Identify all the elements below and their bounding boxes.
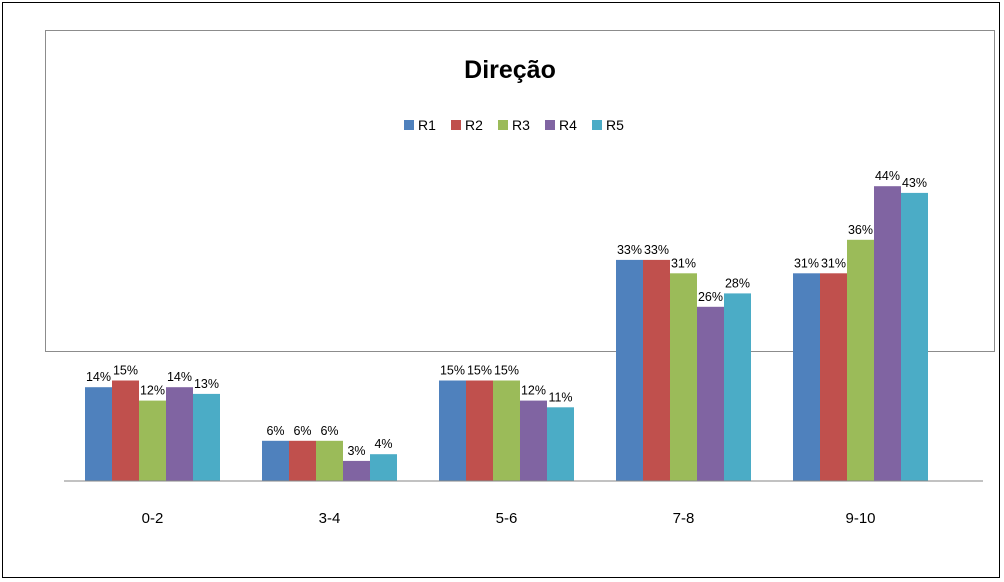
data-label-r4-5-6: 12% [521,384,546,398]
data-label-r4-0-2: 14% [167,370,192,384]
data-label-r1-0-2: 14% [86,370,111,384]
bar-r1-3-4 [262,440,289,481]
bar-r4-7-8 [697,306,724,481]
data-label-r3-3-4: 6% [320,424,338,438]
x-tick-label-9-10: 9-10 [845,510,875,527]
data-label-r3-5-6: 15% [494,364,519,378]
data-label-r3-9-10: 36% [848,223,873,237]
legend-swatch-r5 [592,120,602,130]
data-labels-group: 14% 15%12%14% 13%6% 6% 6%3% 4%15% 15% 15%12% 11%… [86,169,927,458]
bar-r1-0-2 [85,387,112,481]
data-label-r1-9-10: 31% [794,256,819,270]
bar-r3-7-8 [670,273,697,481]
data-label-r4-7-8: 26% [698,290,723,304]
data-label-r3-7-8: 31% [671,256,696,270]
bar-r3-9-10 [847,239,874,481]
x-tick-label-7-8: 7-8 [673,510,695,527]
data-label-r2-5-6: 15% [467,364,492,378]
data-label-r4-9-10: 44% [875,169,900,183]
x-tick-label-0-2: 0-2 [142,510,164,527]
data-label-r5-9-10: 43% [902,176,927,190]
legend-label-r4: R4 [559,117,577,133]
legend-swatch-r1 [404,120,414,130]
data-label-r2-7-8: 33% [644,243,669,257]
bars-group [85,186,928,481]
data-label-r1-5-6: 15% [440,364,465,378]
data-label-r1-3-4: 6% [266,424,284,438]
bar-r1-5-6 [439,380,466,481]
legend-label-r3: R3 [512,117,530,133]
legend-swatch-r4 [545,120,555,130]
data-label-r2-0-2: 15% [113,364,138,378]
data-label-r2-3-4: 6% [293,424,311,438]
data-label-r5-5-6: 11% [548,390,572,404]
legend-swatch-r3 [498,120,508,130]
bar-r5-9-10 [901,192,928,481]
bar-r4-3-4 [343,460,370,481]
bar-r2-3-4 [289,440,316,481]
bar-r3-5-6 [493,380,520,481]
bar-r2-7-8 [643,259,670,481]
data-label-r4-3-4: 3% [347,444,365,458]
bar-r4-9-10 [874,186,901,481]
data-label-r3-0-2: 12% [140,384,165,398]
legend-label-r5: R5 [606,117,624,133]
bar-r5-3-4 [370,454,397,481]
bar-r2-9-10 [820,273,847,481]
bar-r3-3-4 [316,440,343,481]
bar-r1-7-8 [616,259,643,481]
data-label-r5-3-4: 4% [374,437,392,451]
bar-r2-5-6 [466,380,493,481]
data-label-r1-7-8: 33% [617,243,642,257]
data-label-r2-9-10: 31% [821,256,846,270]
bar-r5-5-6 [547,407,574,481]
x-tick-label-3-4: 3-4 [319,510,341,527]
bar-r5-0-2 [193,393,220,481]
bar-r3-0-2 [139,400,166,481]
bar-r4-5-6 [520,400,547,481]
chart-legend: R1 R2 R3 R4 R5 [404,117,624,133]
bar-r5-7-8 [724,293,751,481]
bar-r2-0-2 [112,380,139,481]
bar-r1-9-10 [793,273,820,481]
legend-swatch-r2 [451,120,461,130]
data-label-r5-7-8: 28% [725,276,750,290]
x-tick-labels-group: 0-2 3-4 5-6 7-8 9-10 [142,510,876,527]
x-tick-label-5-6: 5-6 [496,510,518,527]
data-label-r5-0-2: 13% [194,377,219,391]
chart-title: Direção [464,56,556,84]
legend-label-r2: R2 [465,117,483,133]
legend-label-r1: R1 [418,117,436,133]
bar-r4-0-2 [166,387,193,481]
